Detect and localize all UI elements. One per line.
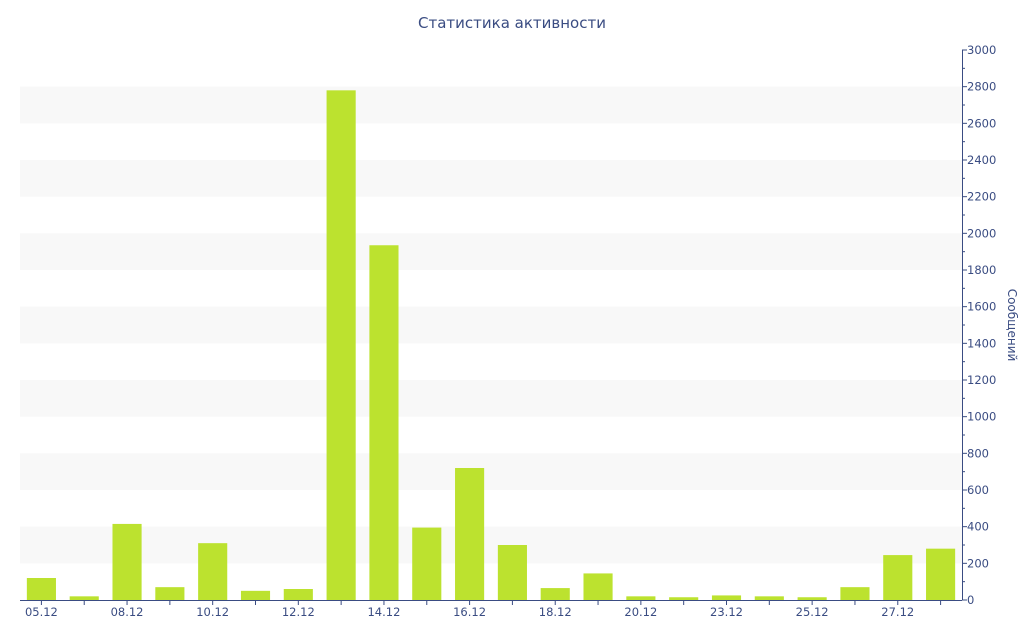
- y-tick-label: 1200: [967, 373, 996, 387]
- bar-26.12: [840, 587, 870, 600]
- y-tick-label: 1400: [967, 336, 996, 350]
- x-tick-label: 05.12: [25, 605, 58, 619]
- bar-17.12: [497, 545, 527, 600]
- y-tick-label: 2800: [967, 80, 996, 94]
- x-tick-label: 14.12: [367, 605, 400, 619]
- x-tick-label: 23.12: [710, 605, 743, 619]
- bar-09.12: [155, 587, 185, 600]
- bar-18.12: [540, 588, 570, 600]
- x-tick-label: 16.12: [453, 605, 486, 619]
- y-tick-label: 0: [967, 593, 974, 607]
- x-tick-label: 12.12: [282, 605, 315, 619]
- bar-25.12: [797, 597, 827, 600]
- grid-band: [20, 526, 962, 564]
- bar-19.12: [583, 573, 613, 600]
- x-tick-label: 10.12: [196, 605, 229, 619]
- y-tick-label: 1600: [967, 300, 996, 314]
- grid-band: [20, 233, 962, 270]
- y-tick-label: 200: [967, 556, 989, 570]
- bar-23.12: [711, 595, 742, 600]
- grid-band: [20, 160, 962, 197]
- y-tick-label: 2200: [967, 190, 996, 204]
- bar-06.12: [69, 596, 99, 600]
- bar-08.12: [112, 523, 142, 600]
- grid-bands: [20, 86, 962, 564]
- grid-band: [20, 86, 962, 124]
- grid-band: [20, 453, 962, 490]
- bar-10.12: [198, 543, 228, 600]
- y-axis-title: Сообщений: [1005, 289, 1019, 362]
- x-tick-label: 08.12: [111, 605, 144, 619]
- bar-16.12: [455, 468, 485, 600]
- bar-11.12: [240, 590, 271, 600]
- bar-28.12: [926, 548, 956, 600]
- grid-band: [20, 380, 962, 417]
- y-tick-label: 2000: [967, 226, 996, 240]
- bar-20.12: [626, 596, 656, 600]
- y-tick-label: 600: [967, 483, 989, 497]
- grid-band: [20, 306, 962, 344]
- y-tick-label: 800: [967, 446, 989, 460]
- x-tick-label: 27.12: [881, 605, 914, 619]
- y-tick-label: 2600: [967, 116, 996, 130]
- y-tick-label: 1000: [967, 410, 996, 424]
- bar-24.12: [754, 596, 784, 600]
- bar-12.12: [283, 589, 313, 600]
- x-tick-label: 20.12: [624, 605, 657, 619]
- y-tick-label: 400: [967, 520, 989, 534]
- y-tick-label: 3000: [967, 43, 996, 57]
- bar-05.12: [26, 578, 56, 600]
- bar-21.12: [669, 597, 699, 600]
- bars: [26, 90, 956, 600]
- bar-13.12: [326, 90, 356, 600]
- bar-15.12: [412, 527, 442, 600]
- bar-27.12: [883, 555, 913, 600]
- x-tick-label: 18.12: [539, 605, 572, 619]
- y-tick-label: 2400: [967, 153, 996, 167]
- axes: 05.12 08.12 10.12 12.12 14.12 16.12 18.12 20.12…: [20, 43, 1019, 619]
- x-tick-label: 25.12: [796, 605, 829, 619]
- bar-14.12: [369, 245, 399, 600]
- chart-title: Статистика активности: [418, 14, 606, 32]
- y-tick-label: 1800: [967, 263, 996, 277]
